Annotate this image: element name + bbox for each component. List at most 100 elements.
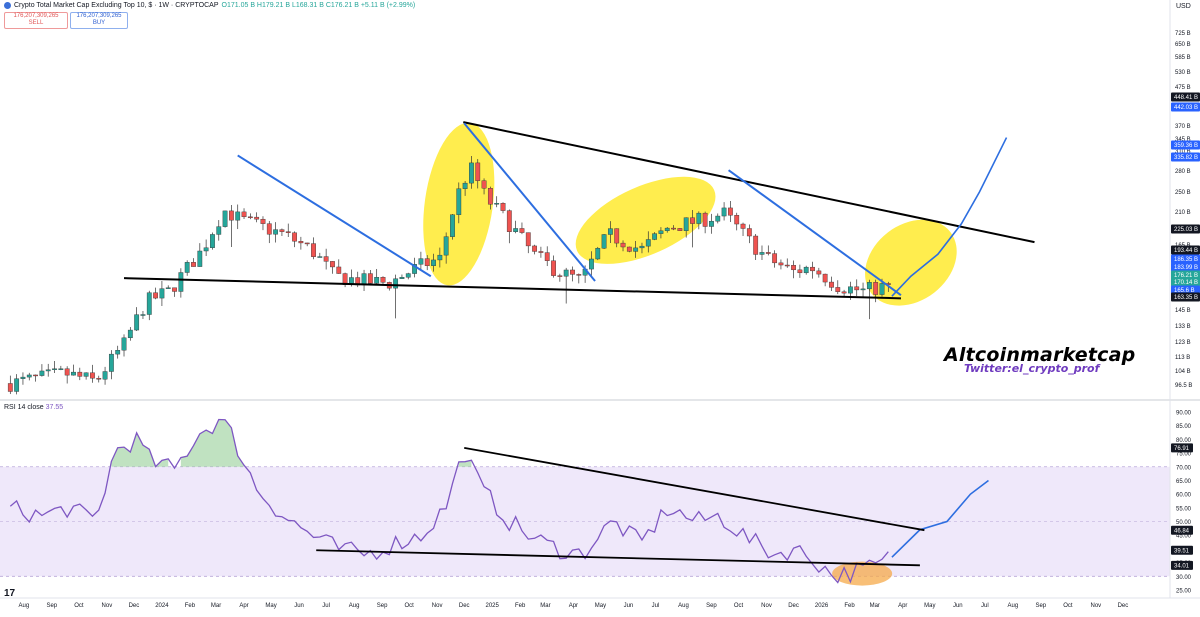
rsi-tick-label: 70.00 — [1176, 465, 1192, 471]
sell-button[interactable]: 176,207,309,265 SELL — [4, 12, 68, 29]
candle-body-6 — [45, 369, 51, 372]
time-tick-label: Jun — [624, 603, 634, 609]
candle-body-50 — [323, 256, 329, 262]
price-badge — [1171, 224, 1200, 234]
rsi-header[interactable]: RSI 14 close 37.55 — [4, 404, 63, 411]
candle-body-45 — [292, 232, 297, 242]
price-badge-label: 170.14 B — [1174, 280, 1198, 286]
candle-body-43 — [279, 229, 285, 232]
candle-body-2 — [20, 376, 26, 379]
price-badge-label: 335.82 B — [1174, 155, 1198, 161]
symbol-title[interactable]: Crypto Total Market Cap Excluding Top 10… — [14, 2, 219, 9]
candle-body-73 — [469, 162, 474, 184]
candle-body-121 — [772, 253, 778, 264]
candle-body-124 — [791, 265, 796, 271]
candle-body-107 — [683, 217, 689, 231]
price-trendline-2 — [463, 121, 1035, 244]
price-tick-label: 250 B — [1175, 190, 1191, 196]
candle-body-11 — [77, 371, 83, 377]
candle-body-36 — [235, 211, 241, 221]
price-badge — [1171, 245, 1200, 255]
candle-body-131 — [835, 287, 841, 292]
price-badge-label: 176.21 B — [1174, 273, 1198, 279]
candle-body-3 — [26, 374, 32, 378]
ohlc-values: O171.05 B H179.21 B L168.31 B C176.21 B … — [221, 2, 416, 9]
time-tick-label: Jul — [652, 603, 660, 609]
time-tick-label: Apr — [569, 603, 578, 609]
candle-body-105 — [671, 227, 676, 230]
candle-body-58 — [374, 277, 380, 284]
buy-label: BUY — [92, 20, 106, 26]
candle-body-137 — [873, 282, 879, 295]
candle-body-29 — [191, 262, 196, 267]
price-tick-label: 123 B — [1175, 340, 1191, 346]
candle-body-20 — [134, 314, 140, 331]
price-tick-label: 113 B — [1175, 355, 1190, 361]
candle-body-114 — [728, 207, 733, 216]
candle-body-10 — [71, 371, 76, 376]
price-trendline-3 — [237, 154, 432, 278]
candle-body-42 — [273, 229, 279, 235]
rsi-badge-label: 39.51 — [1174, 548, 1190, 554]
price-badge — [1171, 152, 1200, 162]
time-tick-label: Nov — [102, 603, 113, 609]
buy-button[interactable]: 176,207,309,265 BUY — [70, 12, 128, 29]
time-tick-label: May — [924, 603, 935, 609]
time-tick-label: May — [265, 603, 276, 609]
rsi-tick-label: 25.00 — [1176, 589, 1192, 595]
candle-body-52 — [336, 266, 342, 274]
rsi-overbought-fill — [111, 432, 169, 467]
price-trendline-4 — [463, 122, 596, 282]
rsi-trendline-2 — [316, 549, 920, 567]
time-tick-label: Oct — [1063, 603, 1073, 609]
candle-body-28 — [184, 262, 190, 273]
candle-body-98 — [626, 246, 632, 252]
candle-body-17 — [115, 350, 121, 355]
time-tick-label: Jul — [322, 603, 330, 609]
candle-body-8 — [58, 368, 64, 370]
time-tick-label: Nov — [1091, 603, 1102, 609]
time-tick-label: Oct — [74, 603, 84, 609]
symbol-line[interactable]: Crypto Total Market Cap Excluding Top 10… — [4, 2, 415, 9]
candle-body-82 — [525, 232, 531, 247]
price-trendline-5 — [728, 169, 902, 296]
price-badge — [1171, 292, 1200, 302]
rsi-value: 37.55 — [45, 404, 64, 411]
price-tick-label: 133 B — [1175, 324, 1191, 330]
candle-body-24 — [159, 288, 165, 299]
candle-body-32 — [210, 234, 215, 248]
candle-body-99 — [633, 247, 639, 252]
time-tick-label: May — [595, 603, 606, 609]
price-projection-line — [891, 137, 1008, 297]
candle-body-136 — [866, 282, 872, 290]
candle-body-44 — [285, 231, 291, 233]
candle-body-133 — [848, 286, 853, 294]
candle-body-132 — [841, 291, 847, 294]
candle-body-116 — [740, 223, 746, 229]
price-badge — [1171, 92, 1200, 102]
candle-body-125 — [797, 269, 803, 274]
time-tick-label: Mar — [870, 603, 880, 609]
sell-label: SELL — [28, 20, 44, 26]
twitter-handle: Twitter:el_crypto_prof — [964, 362, 1100, 375]
candle-body-86 — [551, 260, 556, 276]
candle-body-101 — [645, 239, 651, 247]
rsi-badge — [1171, 443, 1193, 453]
candle-body-35 — [228, 210, 234, 221]
time-tick-label: Jul — [981, 603, 989, 609]
rsi-badge-label: 34.01 — [1174, 564, 1190, 570]
rsi-projection-line — [891, 479, 989, 558]
price-tick-label: 475 B — [1175, 85, 1191, 91]
price-tick-label: 104 B — [1175, 369, 1191, 375]
candle-body-89 — [570, 269, 575, 275]
time-tick-label: Sep — [1035, 603, 1046, 609]
time-tick-label: Feb — [185, 603, 196, 609]
candle-body-23 — [153, 292, 158, 299]
candle-body-117 — [746, 228, 752, 237]
currency-label: USD — [1176, 3, 1191, 10]
candle-body-31 — [203, 247, 209, 252]
price-tick-label: 650 B — [1175, 42, 1191, 48]
rsi-badge-label: 76.91 — [1174, 446, 1190, 452]
candle-body-25 — [165, 287, 171, 289]
